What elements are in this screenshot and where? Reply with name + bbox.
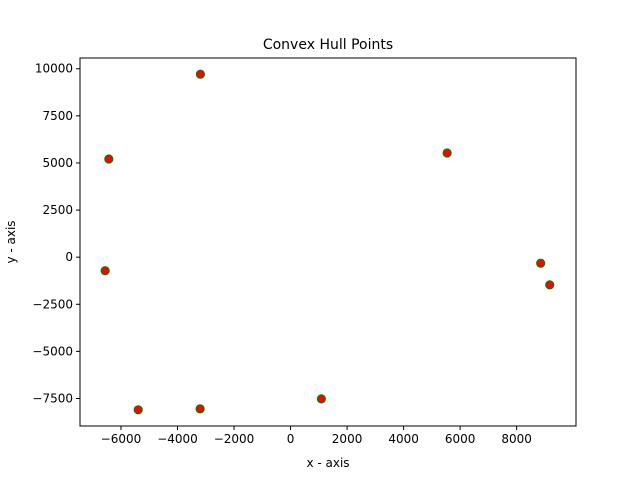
y-tick-label: 10000 [35,62,73,76]
x-tick-label: 8000 [501,432,532,446]
x-tick-label: −4000 [157,432,198,446]
plot-area [79,57,577,427]
data-point [316,394,326,404]
data-point [104,154,114,164]
x-tick-label: 6000 [445,432,476,446]
y-tick-label: −2500 [32,297,73,311]
data-point [133,405,143,415]
data-point [195,404,205,414]
data-point [100,266,110,276]
y-tick-label: 7500 [42,109,73,123]
x-tick-label: −2000 [214,432,255,446]
y-tick-label: 5000 [42,156,73,170]
y-axis-label: y - axis [4,220,18,263]
x-axis-label: x - axis [306,456,349,470]
x-tick-label: 0 [287,432,295,446]
data-point [536,258,546,268]
data-points [100,69,555,415]
y-tick-label: −5000 [32,344,73,358]
data-point [195,69,205,79]
x-tick-label: −6000 [101,432,142,446]
x-tick-label: 4000 [388,432,419,446]
chart-title: Convex Hull Points [263,37,393,53]
y-tick-label: 2500 [42,203,73,217]
y-tick-label: −7500 [32,391,73,405]
x-axis-ticks: −6000 −4000 −2000 0 2000 4000 6000 8000 [101,426,532,446]
data-point [545,280,555,290]
y-axis-ticks: −7500 −5000 −2500 0 2500 5000 7500 10000 [32,62,80,405]
y-tick-label: 0 [65,250,73,264]
data-point [442,148,452,158]
x-tick-label: 2000 [332,432,363,446]
